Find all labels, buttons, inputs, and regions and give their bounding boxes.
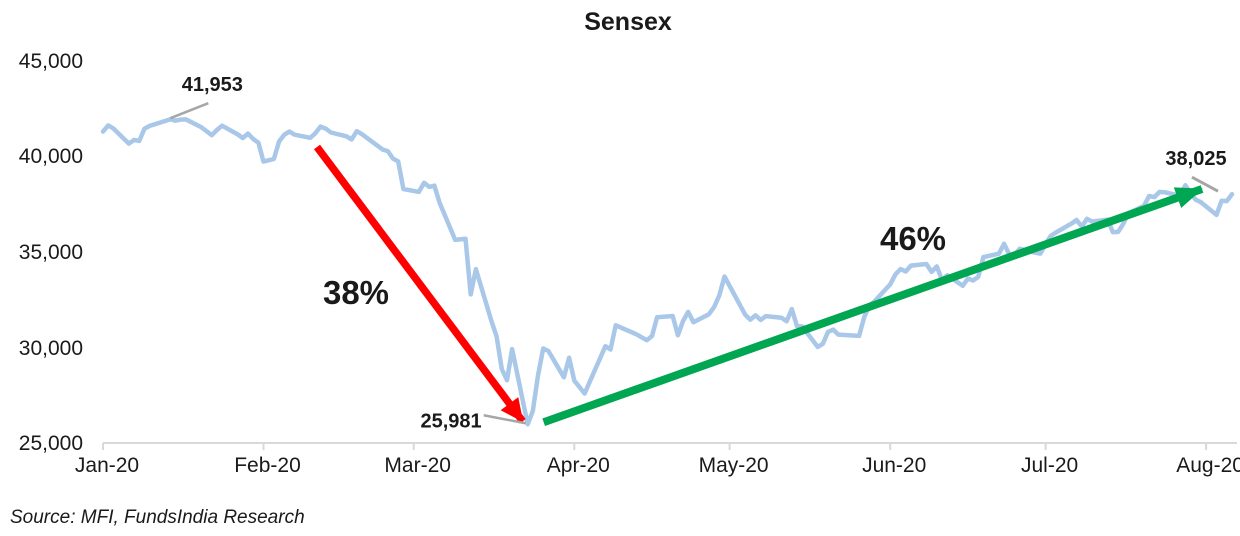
y-tick-35000: 35,000	[19, 241, 83, 264]
x-tick-aug: Aug-20	[1176, 454, 1240, 477]
y-tick-40000: 40,000	[19, 145, 83, 168]
y-tick-30000: 30,000	[19, 337, 83, 360]
sensex-price-line	[100, 116, 1235, 427]
peak-leader-line	[169, 102, 209, 120]
x-axis-ticks	[102, 443, 1208, 450]
last-value-label: 38,025	[1165, 148, 1226, 170]
decline-percent-label: 38%	[323, 274, 389, 311]
recovery-percent-label: 46%	[880, 220, 946, 257]
trough-value-label: 25,981	[420, 410, 481, 432]
x-tick-jan: Jan-20	[75, 454, 139, 477]
last-leader-line	[1191, 175, 1219, 193]
y-tick-25000: 25,000	[19, 432, 83, 455]
chart-title: Sensex	[584, 8, 672, 36]
source-note: Source: MFI, FundsIndia Research	[10, 507, 305, 528]
x-tick-mar: Mar-20	[384, 454, 451, 477]
x-tick-feb: Feb-20	[234, 454, 301, 477]
x-tick-may: May-20	[699, 454, 769, 477]
trough-leader-line	[483, 414, 526, 425]
recovery-arrow	[542, 185, 1204, 427]
decline-arrow	[313, 144, 526, 424]
x-tick-jun: Jun-20	[862, 454, 926, 477]
x-tick-apr: Apr-20	[547, 454, 610, 477]
x-tick-jul: Jul-20	[1021, 454, 1078, 477]
peak-value-label: 41,953	[182, 74, 243, 96]
y-tick-45000: 45,000	[19, 50, 83, 73]
